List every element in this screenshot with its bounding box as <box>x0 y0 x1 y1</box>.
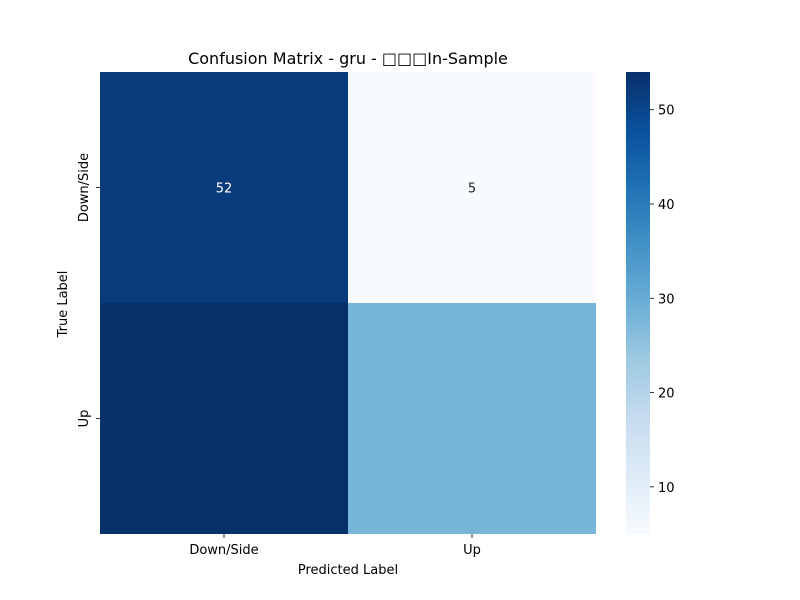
y-tick-label: Down/Side <box>77 153 92 222</box>
colorbar-tick-label: 50 <box>658 104 675 119</box>
x-tick-label: Down/Side <box>189 543 258 558</box>
heatmap-cell <box>100 303 348 534</box>
heatmap-cells: 52 5 <box>100 72 596 534</box>
colorbar-tick-label: 20 <box>658 387 675 402</box>
heatmap-cell <box>348 303 596 534</box>
x-axis: Down/Side Up <box>189 534 481 558</box>
cell-value-label: 52 <box>216 182 233 197</box>
y-tick-label: Up <box>77 410 92 428</box>
heatmap-cell <box>348 72 596 303</box>
colorbar-tick-label: 40 <box>658 198 675 213</box>
cell-value-label: 5 <box>468 182 476 197</box>
x-tick-label: Up <box>463 543 481 558</box>
heatmap-cell <box>100 72 348 303</box>
y-axis: Down/Side Up <box>77 153 100 428</box>
x-axis-label: Predicted Label <box>298 563 398 578</box>
colorbar-tick-label: 30 <box>658 292 675 307</box>
colorbar-ticks: 10 20 30 40 50 <box>650 104 675 496</box>
y-axis-label: True Label <box>56 271 71 339</box>
colorbar <box>626 72 650 534</box>
chart-title: Confusion Matrix - gru - □□□In-Sample <box>188 49 508 68</box>
colorbar-tick-label: 10 <box>658 481 675 496</box>
